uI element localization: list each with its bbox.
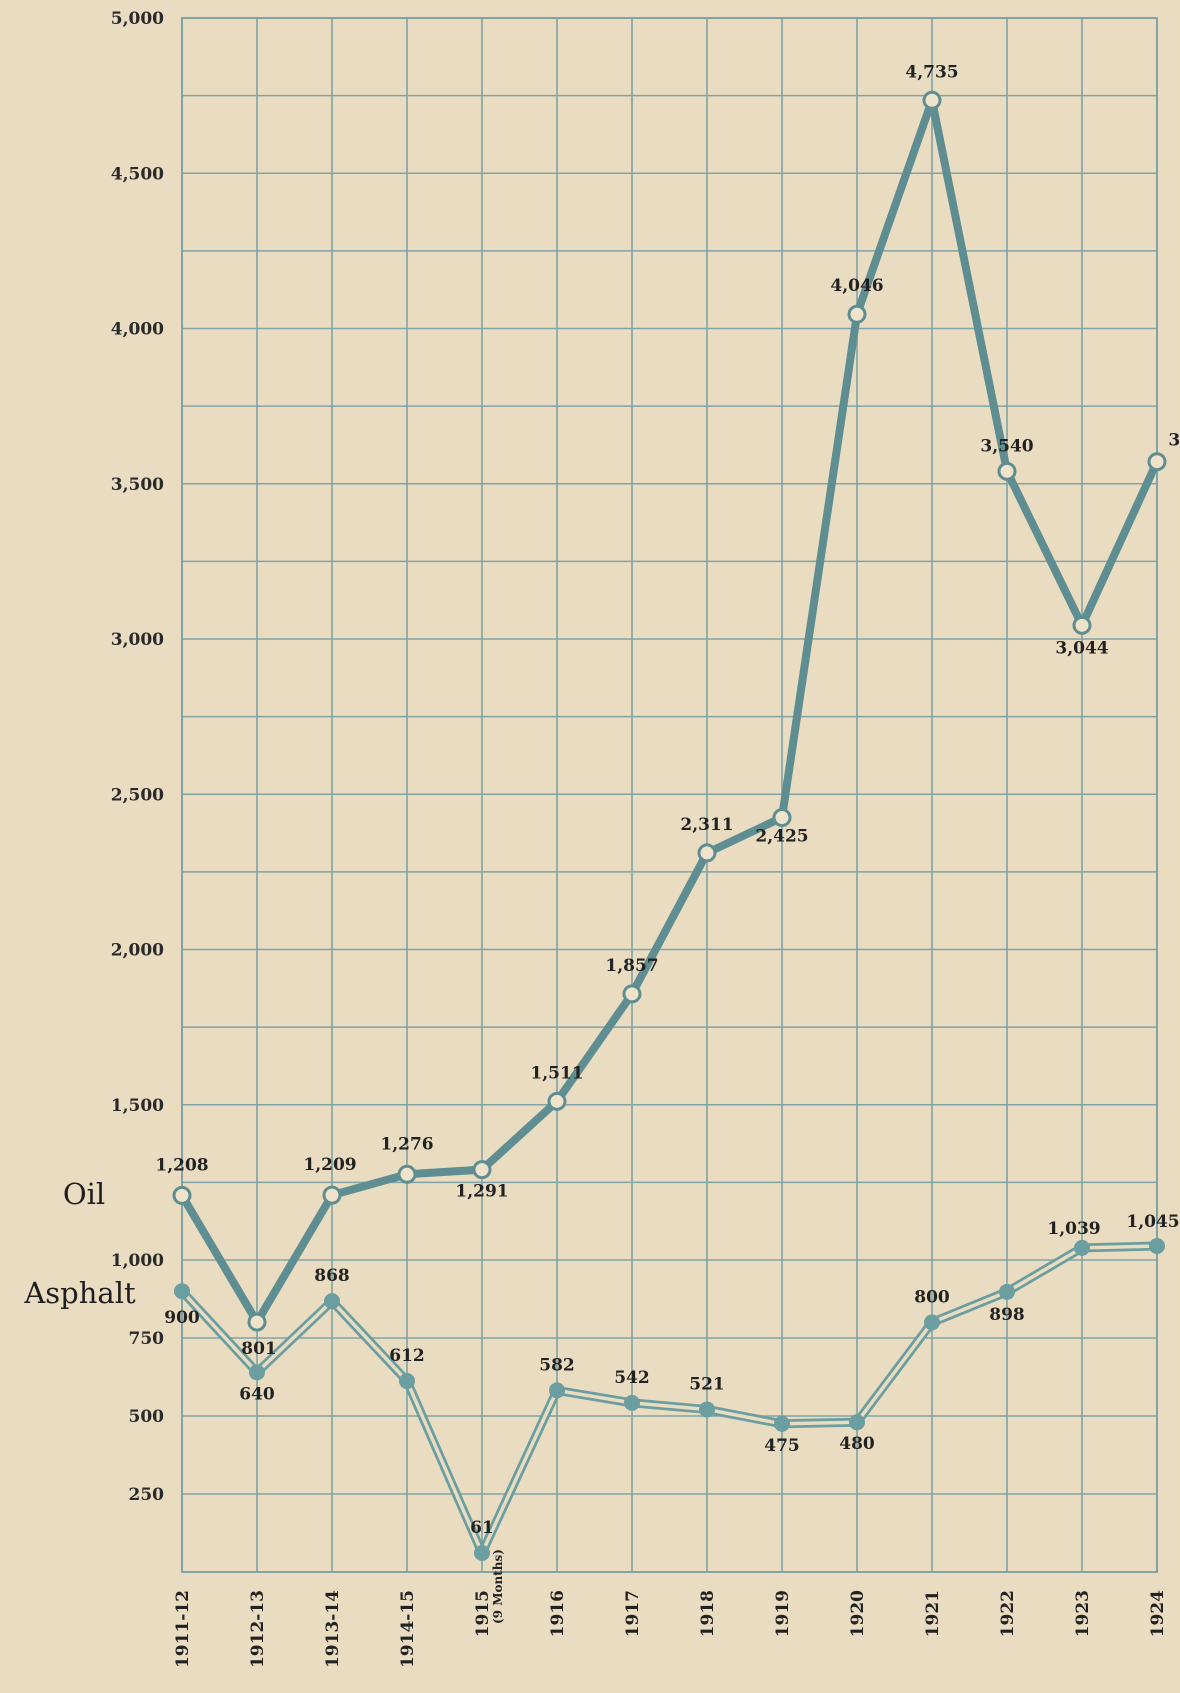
x-tick-label: 1922 [998, 1590, 1018, 1637]
point-oil [922, 90, 942, 110]
point-asphalt [324, 1293, 340, 1310]
data-label-asphalt: 1,045 [1126, 1212, 1179, 1232]
x-tick-label: 1913-14 [323, 1590, 343, 1668]
y-tick-label: 2,500 [111, 785, 164, 805]
y-tick-label: 2,000 [111, 941, 164, 961]
x-tick-label: 1923 [1073, 1590, 1093, 1637]
point-asphalt [549, 1382, 565, 1399]
y-tick-label: 4,500 [111, 164, 164, 184]
y-axis-ticks: 5,000 4,500 4,000 3,500 3,000 2,500 2,000 1,500… [111, 9, 164, 1505]
data-label-oil: 1,208 [155, 1155, 208, 1175]
data-label-asphalt: 582 [539, 1355, 575, 1375]
y-tick-label: 3,000 [111, 630, 164, 650]
x-tick-label: 1917 [623, 1590, 643, 1637]
x-tick-label: 1916 [548, 1590, 568, 1637]
x-tick-label: 1911-12 [173, 1590, 193, 1668]
data-label-asphalt: 475 [764, 1436, 800, 1456]
data-label-oil: 4,735 [905, 62, 958, 82]
data-label-oil: 1,209 [303, 1155, 356, 1175]
data-label-oil: 1,291 [455, 1182, 508, 1202]
x-tick-label: 1919 [773, 1590, 793, 1637]
point-asphalt [849, 1414, 865, 1431]
point-asphalt [624, 1394, 640, 1411]
series-line-asphalt-inner [180, 1244, 1158, 1555]
point-asphalt [249, 1364, 265, 1381]
x-tick-label: 1924 [1148, 1590, 1168, 1637]
x-tick-label: 1920 [848, 1590, 868, 1637]
point-asphalt [699, 1401, 715, 1418]
point-oil [472, 1160, 492, 1180]
data-label-asphalt: 1,039 [1047, 1219, 1100, 1239]
y-tick-label: 500 [129, 1407, 165, 1427]
plot-frame [181, 17, 1158, 1573]
data-label-asphalt: 640 [239, 1384, 275, 1404]
point-asphalt [999, 1283, 1015, 1300]
y-tick-label: 250 [129, 1485, 165, 1505]
data-label-asphalt: 521 [689, 1374, 725, 1394]
data-label-oil: 801 [241, 1339, 277, 1359]
point-oil [772, 808, 792, 828]
point-oil [847, 304, 867, 324]
grid [181, 17, 1158, 1573]
point-asphalt [399, 1373, 415, 1390]
legend-oil: Oil [63, 1177, 105, 1211]
x-tick-label: 1915 [473, 1590, 493, 1637]
data-label-oil: 2,425 [755, 827, 808, 847]
y-tick-label: 750 [129, 1329, 165, 1349]
point-oil [1147, 452, 1167, 472]
point-asphalt [774, 1415, 790, 1432]
series-group [172, 90, 1167, 1561]
y-tick-label: 4,000 [111, 320, 164, 340]
x-tick-label: 1918 [698, 1590, 718, 1637]
x-tick-label: 1914-15 [398, 1590, 418, 1668]
data-labels: 1,208 801 1,209 1,276 1,291 1,511 1,857 2,311 2,… [155, 62, 1180, 1538]
data-label-asphalt: 61 [470, 1518, 494, 1538]
point-oil [397, 1164, 417, 1184]
data-label-oil: 1,511 [530, 1063, 583, 1083]
data-label-oil: 1,857 [605, 956, 658, 976]
data-label-asphalt: 480 [839, 1434, 875, 1454]
x-tick-label: 1912-13 [248, 1590, 268, 1668]
x-tick-label: 1921 [923, 1590, 943, 1637]
y-tick-label: 1,500 [111, 1096, 164, 1116]
data-label-asphalt: 542 [614, 1368, 650, 1388]
point-oil [547, 1091, 567, 1111]
data-label-asphalt: 898 [989, 1305, 1025, 1325]
point-oil [322, 1185, 342, 1205]
data-label-oil: 3,540 [980, 436, 1033, 456]
data-label-oil: 2,311 [680, 815, 733, 835]
point-asphalt [1149, 1238, 1165, 1255]
data-label-oil: 4,046 [830, 276, 883, 296]
data-label-oil: 3,571 [1168, 431, 1180, 451]
data-label-asphalt: 612 [389, 1346, 425, 1366]
y-tick-label: 5,000 [111, 9, 164, 29]
data-label-asphalt: 900 [164, 1308, 200, 1328]
point-asphalt [474, 1544, 490, 1561]
point-oil [697, 843, 717, 863]
x-axis-ticks: 1911-12 1912-13 1913-14 1914-15 1915(9 Month… [173, 1549, 1168, 1668]
data-label-oil: 1,276 [380, 1134, 433, 1154]
point-oil [1072, 615, 1092, 635]
data-label-asphalt: 868 [314, 1266, 350, 1286]
series-line-oil [178, 96, 1161, 1327]
point-asphalt [174, 1283, 190, 1300]
point-asphalt [924, 1314, 940, 1331]
data-label-asphalt: 800 [914, 1287, 950, 1307]
legend-asphalt: Asphalt [23, 1276, 136, 1310]
point-asphalt [1074, 1239, 1090, 1256]
point-oil [622, 984, 642, 1004]
point-oil [247, 1312, 267, 1332]
y-tick-label: 1,000 [111, 1251, 164, 1271]
x-tick-sublabel: (9 Months) [491, 1549, 505, 1624]
point-oil [997, 461, 1017, 481]
y-tick-label: 3,500 [111, 475, 164, 495]
data-label-oil: 3,044 [1055, 638, 1108, 658]
point-oil [172, 1185, 192, 1205]
